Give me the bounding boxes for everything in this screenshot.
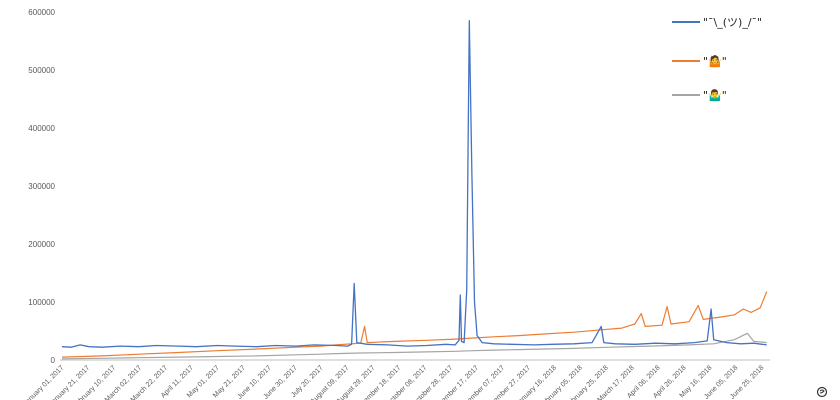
y-tick-label: 200000 [28,240,55,249]
series-line-2 [61,332,767,360]
legend-label-1: "🤷" [703,54,727,68]
chart-series [61,20,768,360]
y-tick-label: 600000 [28,8,55,17]
series-line-1 [61,291,768,358]
y-tick-label: 300000 [28,182,55,191]
y-tick-label: 0 [51,356,56,365]
corner-logo-icon [816,386,828,398]
y-axis: 0 100000 200000 300000 400000 500000 600000 [28,8,55,365]
legend-label-2: "🤷‍♂️" [703,88,727,102]
chart-legend: "¯\_(ツ)_/¯" "🤷" "🤷‍♂️" [672,16,762,102]
y-tick-label: 500000 [28,66,55,75]
y-tick-label: 100000 [28,298,55,307]
legend-label-0: "¯\_(ツ)_/¯" [703,16,762,29]
series-line-0 [61,20,767,348]
y-tick-label: 400000 [28,124,55,133]
